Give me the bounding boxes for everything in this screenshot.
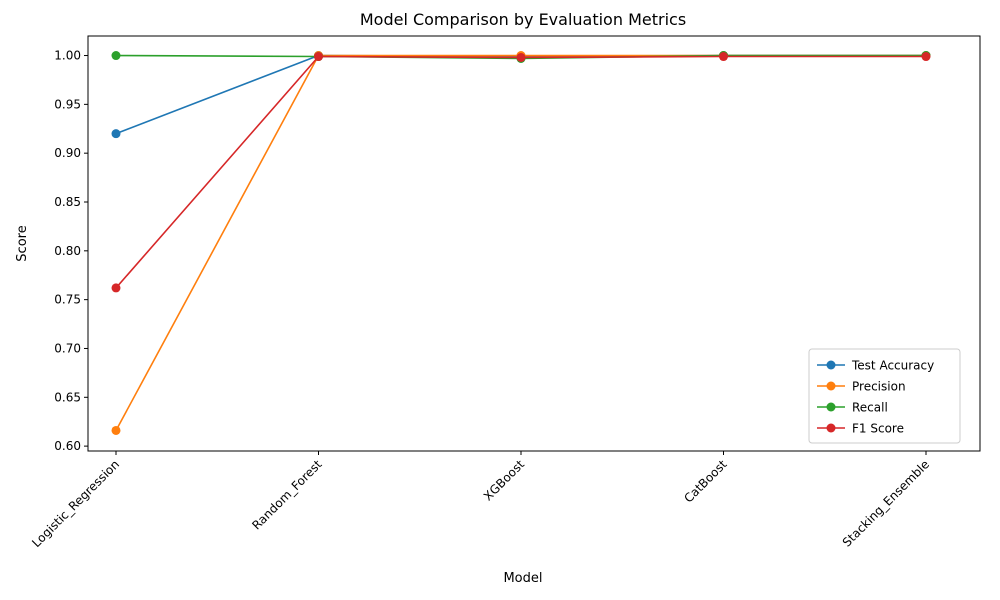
point-precision xyxy=(111,425,121,435)
y-tick-label: 0.60 xyxy=(54,439,81,453)
legend-label-f1-score: F1 Score xyxy=(852,422,904,436)
x-tick-label: Logistic_Regression xyxy=(29,457,122,550)
legend-marker-recall xyxy=(826,402,836,412)
legend: Test Accuracy Precision Recall F1 Score xyxy=(808,348,961,444)
y-tick-label: 0.80 xyxy=(54,244,81,258)
y-tick-label: 0.75 xyxy=(54,293,81,307)
x-axis-label: Model xyxy=(503,571,542,586)
point-recall xyxy=(111,51,121,61)
x-tick-label: Random_Forest xyxy=(249,457,325,533)
legend-box xyxy=(808,348,961,444)
point-f1-score xyxy=(111,283,121,293)
chart-title: Model Comparison by Evaluation Metrics xyxy=(360,10,686,29)
y-tick-label: 0.65 xyxy=(54,390,81,404)
series-line-test-accuracy xyxy=(115,54,926,135)
legend-label-test-accuracy: Test Accuracy xyxy=(851,359,934,373)
y-tick-label: 0.90 xyxy=(54,146,81,160)
x-tick-label: Stacking_Ensemble xyxy=(840,457,932,549)
point-f1-score xyxy=(719,52,728,62)
legend-marker-precision xyxy=(826,381,836,391)
legend-label-recall: Recall xyxy=(852,401,888,415)
legend-marker-f1-score xyxy=(826,423,836,433)
point-test-accuracy xyxy=(111,129,121,139)
point-f1-score xyxy=(516,52,526,62)
plot-area xyxy=(111,51,931,435)
x-tick-label: XGBoost xyxy=(481,457,527,503)
y-axis: 0.60 0.65 0.70 0.75 0.80 0.85 0.90 0.95 1.00 xyxy=(54,49,88,453)
y-tick-label: 0.70 xyxy=(54,341,81,355)
point-f1-score xyxy=(314,52,323,62)
series-line-f1-score xyxy=(115,55,926,289)
y-axis-label: Score xyxy=(15,225,30,261)
x-axis: Logistic_Regression Random_Forest XGBoost C… xyxy=(29,451,932,550)
legend-marker-test-accuracy xyxy=(826,360,836,370)
point-f1-score xyxy=(921,52,931,62)
y-tick-label: 1.00 xyxy=(54,49,81,63)
x-tick-label: CatBoost xyxy=(681,457,730,506)
y-tick-label: 0.95 xyxy=(54,97,81,111)
legend-label-precision: Precision xyxy=(852,380,906,394)
y-tick-label: 0.85 xyxy=(54,195,81,209)
plot-frame xyxy=(87,35,981,452)
series-line-precision xyxy=(115,54,926,431)
